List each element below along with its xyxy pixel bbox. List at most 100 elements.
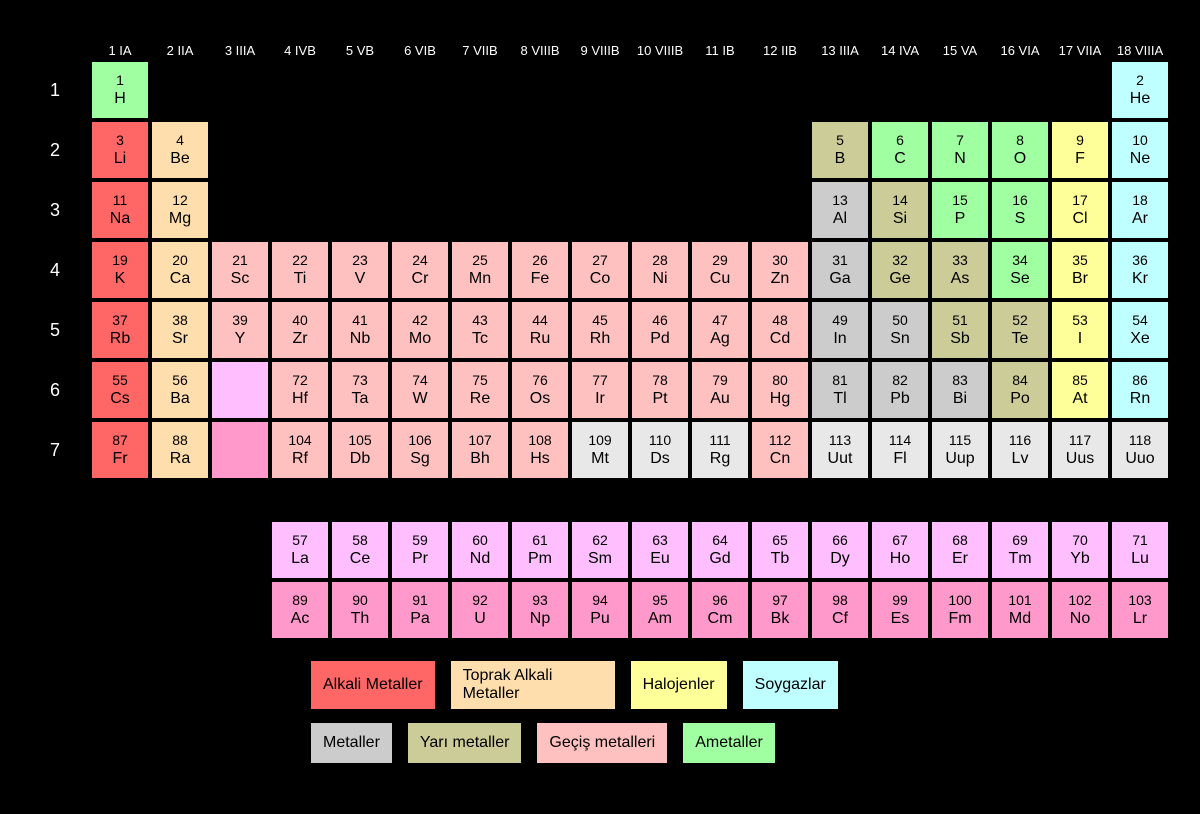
atomic-number: 95 [652,592,668,609]
atomic-number: 39 [232,312,248,329]
atomic-number: 59 [412,532,428,549]
atomic-number: 80 [772,372,788,389]
element-Dy: 66Dy [810,520,870,580]
atomic-number: 98 [832,592,848,609]
element-Uus: 117Uus [1050,420,1110,480]
element-symbol: V [355,269,366,288]
atomic-number: 47 [712,312,728,329]
element-Es: 99Es [870,580,930,640]
element-Be: 4Be [150,120,210,180]
group-label-10: 10 VIIIB [630,30,690,60]
atomic-number: 64 [712,532,728,549]
atomic-number: 70 [1072,532,1088,549]
atomic-number: 88 [172,432,188,449]
element-Sr: 38Sr [150,300,210,360]
element-symbol: Er [952,549,968,568]
element-Rn: 86Rn [1110,360,1170,420]
atomic-number: 34 [1012,252,1028,269]
atomic-number: 108 [528,432,551,449]
atomic-number: 72 [292,372,308,389]
element-symbol: Pm [528,549,552,568]
element-symbol: Tl [833,389,846,408]
atomic-number: 31 [832,252,848,269]
atomic-number: 65 [772,532,788,549]
element-symbol: Zr [292,329,307,348]
atomic-number: 105 [348,432,371,449]
periodic-table-grid: 1 IA2 IIA3 IIIA4 IVB5 VB6 VIB7 VIIB8 VII… [20,30,1180,640]
element-Na: 11Na [90,180,150,240]
element-symbol: Sr [172,329,188,348]
element-Co: 27Co [570,240,630,300]
element-Fr: 87Fr [90,420,150,480]
atomic-number: 62 [592,532,608,549]
atomic-number: 18 [1132,192,1148,209]
group-label-16: 16 VIA [990,30,1050,60]
element-Xe: 54Xe [1110,300,1170,360]
atomic-number: 42 [412,312,428,329]
element-Cm: 96Cm [690,580,750,640]
element-Mn: 25Mn [450,240,510,300]
element-symbol: Am [648,609,672,628]
atomic-number: 7 [956,132,964,149]
atomic-number: 35 [1072,252,1088,269]
atomic-number: 109 [588,432,611,449]
element-symbol: Fr [112,449,127,468]
atomic-number: 96 [712,592,728,609]
element-Ru: 44Ru [510,300,570,360]
element-Kr: 36Kr [1110,240,1170,300]
element-symbol: Ra [170,449,190,468]
element-Te: 52Te [990,300,1050,360]
element-symbol: W [412,389,427,408]
element-symbol: Th [351,609,370,628]
element-Ti: 22Ti [270,240,330,300]
group-label-9: 9 VIIIB [570,30,630,60]
element-symbol: Ta [352,389,369,408]
atomic-number: 3 [116,132,124,149]
element-Rf: 104Rf [270,420,330,480]
element-Rb: 37Rb [90,300,150,360]
element-symbol: Rb [110,329,130,348]
element-symbol: Fm [948,609,971,628]
atomic-number: 53 [1072,312,1088,329]
element-symbol: Cf [832,609,848,628]
atomic-number: 104 [288,432,311,449]
atomic-number: 99 [892,592,908,609]
atomic-number: 4 [176,132,184,149]
atomic-number: 23 [352,252,368,269]
element-Eu: 63Eu [630,520,690,580]
element-symbol: Zn [771,269,790,288]
legend-transition: Geçiş metalleri [536,722,668,764]
element-Nd: 60Nd [450,520,510,580]
element-symbol: Ba [170,389,190,408]
atomic-number: 100 [948,592,971,609]
element-symbol: Gd [709,549,730,568]
element-Sm: 62Sm [570,520,630,580]
element-Fl: 114Fl [870,420,930,480]
atomic-number: 36 [1132,252,1148,269]
element-symbol: Cu [710,269,730,288]
element-symbol: Pt [652,389,667,408]
element-symbol: Mo [409,329,431,348]
legend-noble: Soygazlar [742,660,839,710]
atomic-number: 116 [1009,432,1031,449]
atomic-number: 48 [772,312,788,329]
element-symbol: Lu [1131,549,1149,568]
legend-alkaline: Toprak Alkali Metaller [450,660,616,710]
element-symbol: Tb [771,549,790,568]
element-O: 8O [990,120,1050,180]
element-symbol: Hs [530,449,550,468]
element-Th: 90Th [330,580,390,640]
element-Tm: 69Tm [990,520,1050,580]
atomic-number: 22 [292,252,308,269]
group-label-4: 4 IVB [270,30,330,60]
element-Ac: 89Ac [270,580,330,640]
element-H: 1H [90,60,150,120]
element-symbol: Bi [953,389,967,408]
element-Cr: 24Cr [390,240,450,300]
element-symbol: P [955,209,966,228]
element-No: 102No [1050,580,1110,640]
element-symbol: Os [530,389,550,408]
element-symbol: Ne [1130,149,1150,168]
element-symbol: B [835,149,846,168]
element-Cs: 55Cs [90,360,150,420]
